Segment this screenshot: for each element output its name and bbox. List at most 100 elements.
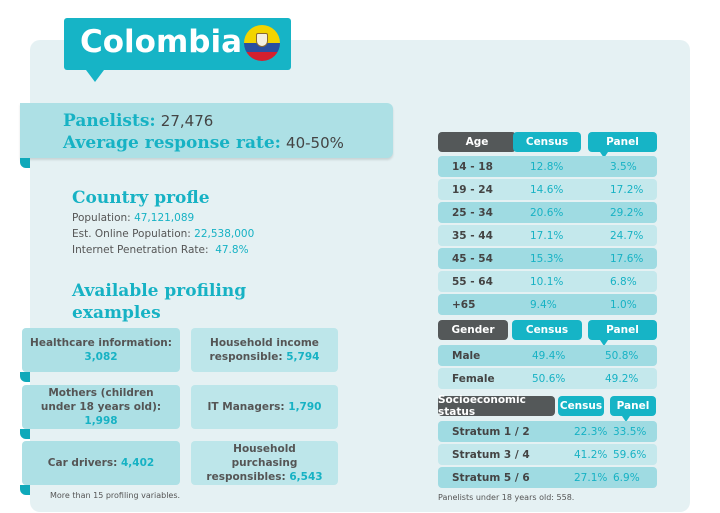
gender-table-panel-value: 49.2% (605, 372, 639, 385)
summary-banner: Panelists: 27,476 Average response rate:… (20, 103, 393, 158)
age-table-panel-value: 17.6% (610, 252, 644, 265)
gender-table-row-label: Male (452, 349, 481, 362)
age-table-row-label: 14 - 18 (452, 160, 493, 173)
gender-table-header-panel: Panel (588, 320, 657, 346)
table-note: Panelists under 18 years old: 558. (438, 493, 575, 502)
profiling-card: IT Managers: 1,790 (191, 385, 338, 429)
gender-table-panel-value: 50.8% (605, 349, 639, 362)
age-table-panel-value: 17.2% (610, 183, 644, 196)
age-table-header-label: Age (438, 132, 516, 152)
socio-table-census-value: 27.1% (574, 471, 608, 484)
gender-table-row: Female 50.6% 49.2% (438, 368, 657, 389)
age-table-row: 14 - 18 12.8% 3.5% (438, 156, 657, 177)
gender-table-census-value: 50.6% (532, 372, 566, 385)
socio-table-panel-value: 6.9% (613, 471, 640, 484)
age-table-panel-value: 29.2% (610, 206, 644, 219)
age-table-census-value: 9.4% (530, 298, 557, 311)
response-rate-value: 40-50% (286, 134, 344, 152)
age-table-row-label: 45 - 54 (452, 252, 493, 265)
online-population-value: 22,538,000 (194, 228, 255, 240)
age-table-header-panel: Panel (588, 132, 657, 158)
age-table-row-label: +65 (452, 298, 476, 311)
socio-table-row-label: Stratum 5 / 6 (452, 471, 530, 484)
profiling-card-label: Healthcare information: (30, 337, 172, 349)
age-table-row: 45 - 54 15.3% 17.6% (438, 248, 657, 269)
socio-table-header-label: Socioeconomic status (438, 394, 555, 418)
gender-table-row: Male 49.4% 50.8% (438, 345, 657, 366)
population-label: Population: (72, 212, 131, 224)
profiling-card-label: Mothers (children under 18 years old): (40, 387, 162, 413)
age-table-panel-value: 3.5% (610, 160, 637, 173)
panelists-label: Panelists: (63, 111, 156, 131)
socio-table-panel-value: 59.6% (613, 448, 647, 461)
ribbon-tail (20, 158, 30, 168)
age-table-row-label: 19 - 24 (452, 183, 493, 196)
profiling-card-text: Car drivers: 4,402 (48, 456, 154, 470)
profiling-card-text: Mothers (children under 18 years old): 1… (30, 386, 172, 428)
age-table-row-label: 35 - 44 (452, 229, 493, 242)
socio-table-row: Stratum 5 / 6 27.1% 6.9% (438, 467, 657, 488)
age-table-panel-value: 1.0% (610, 298, 637, 311)
profiling-card: Healthcare information: 3,082 (22, 328, 180, 372)
profiling-card-label: IT Managers: (207, 401, 285, 413)
gender-table-row-label: Female (452, 372, 495, 385)
age-table-row: 35 - 44 17.1% 24.7% (438, 225, 657, 246)
country-profile: Country profle Population: 47,121,089 Es… (72, 187, 254, 258)
country-profile-heading: Country profle (72, 188, 210, 208)
title-pointer (86, 70, 104, 82)
gender-table-census-value: 49.4% (532, 349, 566, 362)
profiling-card-label: Household income responsible: (209, 337, 319, 363)
age-table-row: 25 - 34 20.6% 29.2% (438, 202, 657, 223)
profiling-card-value: 1,998 (84, 415, 118, 427)
age-table-row-label: 55 - 64 (452, 275, 493, 288)
profiling-card-label: Household purchasing responsibles: (206, 443, 298, 483)
socio-table-census-value: 22.3% (574, 425, 608, 438)
age-table-panel-value: 6.8% (610, 275, 637, 288)
socio-table-row-label: Stratum 3 / 4 (452, 448, 530, 461)
age-table-census-value: 15.3% (530, 252, 564, 265)
socio-table-row: Stratum 3 / 4 41.2% 59.6% (438, 444, 657, 465)
profiling-note: More than 15 profiling variables. (50, 491, 181, 500)
socio-table-header-panel: Panel (610, 396, 656, 422)
age-table-census-value: 10.1% (530, 275, 564, 288)
profiling-card: Household income responsible: 5,794 (191, 328, 338, 372)
ribbon-tail (20, 485, 30, 495)
ribbon-tail (20, 429, 30, 439)
age-table-census-value: 20.6% (530, 206, 564, 219)
profiling-card-value: 1,790 (288, 401, 322, 413)
age-table-row: 55 - 64 10.1% 6.8% (438, 271, 657, 292)
profiling-card: Mothers (children under 18 years old): 1… (22, 385, 180, 429)
profiling-card-label: Car drivers: (47, 457, 118, 469)
age-table-census-value: 12.8% (530, 160, 564, 173)
socio-table-census-value: 41.2% (574, 448, 608, 461)
age-table-panel-value: 24.7% (610, 229, 644, 242)
socio-table-header-census: Census (558, 396, 604, 416)
profiling-card-value: 4,402 (120, 457, 155, 469)
age-table-row: 19 - 24 14.6% 17.2% (438, 179, 657, 200)
profiling-card-text: Household purchasing responsibles: 6,543 (199, 442, 330, 484)
gender-table-header-census: Census (512, 320, 582, 340)
profiling-card-value: 3,082 (84, 351, 118, 363)
online-population-label: Est. Online Population: (72, 228, 191, 240)
age-table-census-value: 17.1% (530, 229, 564, 242)
age-table-header-census: Census (513, 132, 581, 152)
profiling-card-text: Household income responsible: 5,794 (199, 336, 330, 364)
profiling-card: Household purchasing responsibles: 6,543 (191, 441, 338, 485)
panelists-value: 27,476 (160, 112, 214, 130)
socio-table-panel-value: 33.5% (613, 425, 647, 438)
profiling-heading-line2: examples (72, 303, 161, 323)
profiling-heading: Available profiling examples (72, 280, 246, 324)
colombia-flag-icon (244, 25, 280, 61)
profiling-card: Car drivers: 4,402 (22, 441, 180, 485)
gender-table-header-label: Gender (438, 320, 508, 340)
penetration-label: Internet Penetration Rate: (72, 244, 209, 256)
age-table-row-label: 25 - 34 (452, 206, 493, 219)
age-table-census-value: 14.6% (530, 183, 564, 196)
age-table-row: +65 9.4% 1.0% (438, 294, 657, 315)
response-rate-label: Average response rate: (63, 133, 281, 153)
population-value: 47,121,089 (134, 212, 195, 224)
profiling-card-text: Healthcare information: 3,082 (30, 336, 172, 364)
profiling-card-text: IT Managers: 1,790 (208, 400, 322, 414)
profiling-heading-line1: Available profiling (72, 281, 247, 301)
socio-table-row-label: Stratum 1 / 2 (452, 425, 530, 438)
